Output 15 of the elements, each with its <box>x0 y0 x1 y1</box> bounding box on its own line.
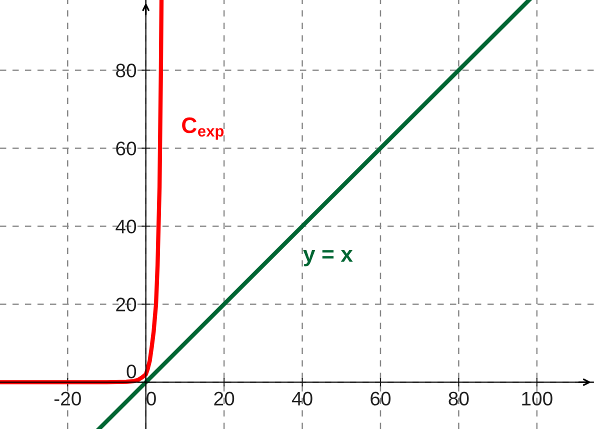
line-series <box>0 0 164 384</box>
x-tick-label: 100 <box>522 392 552 406</box>
series-label: C$_{exp}$ <box>182 117 224 140</box>
x-tick-label: 80 <box>448 392 469 406</box>
x-tick-label: 60 <box>370 392 391 406</box>
y-tick-label: 60 <box>116 142 136 156</box>
x-tick-label: 20 <box>214 392 234 406</box>
series-label: y = x <box>303 250 353 266</box>
x-tick-label: 0 <box>146 392 156 406</box>
y-tick-label: 80 <box>116 64 136 78</box>
y-tick-label: 20 <box>116 298 136 312</box>
y-tick-label: 40 <box>116 220 136 234</box>
x-tick-label: -20 <box>54 392 81 406</box>
x-tick-label: 40 <box>292 392 312 406</box>
y-tick-label: 0 <box>126 364 136 378</box>
